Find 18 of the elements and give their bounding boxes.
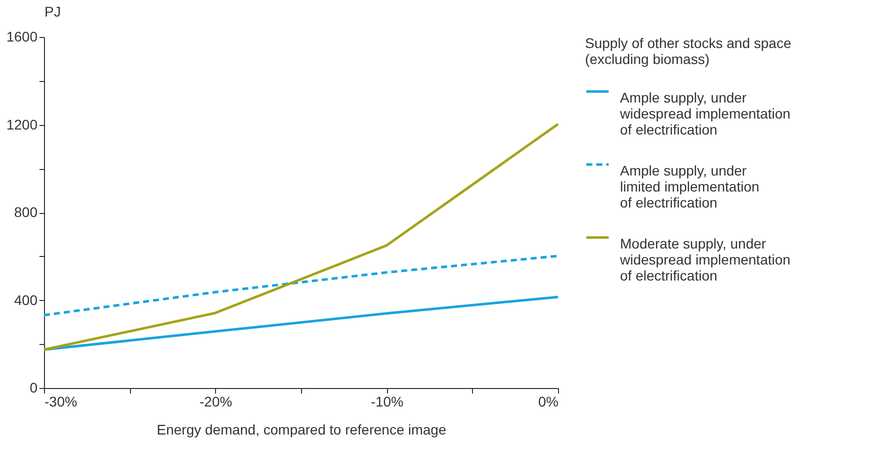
x-tick-label: 0% <box>538 394 558 410</box>
y-tick-label: 800 <box>14 204 38 220</box>
legend-title: Supply of other stocks and space (excluding biomass) <box>585 35 792 67</box>
x-tick-label: -10% <box>370 394 404 410</box>
y-tick-label: 400 <box>14 292 38 308</box>
legend-label: Ample supply, under limited implementation of electrification <box>620 162 760 210</box>
line-series <box>42 122 560 351</box>
y-tick-label: 1600 <box>6 28 38 44</box>
line-series <box>42 254 560 316</box>
y-tick-label: 1200 <box>6 116 38 132</box>
x-tick-label: -30% <box>44 394 78 410</box>
legend-label: Moderate supply, under widespread implementation of electrification <box>619 236 790 284</box>
y-tick-label: 0 <box>30 380 38 396</box>
x-axis-title: Energy demand, compared to reference image <box>156 422 446 438</box>
line-series <box>42 296 560 351</box>
y-axis-title: PJ <box>44 4 61 20</box>
legend-label: Ample supply, under widespread implementation of electrification <box>619 90 790 138</box>
x-tick-label: -20% <box>199 394 232 410</box>
